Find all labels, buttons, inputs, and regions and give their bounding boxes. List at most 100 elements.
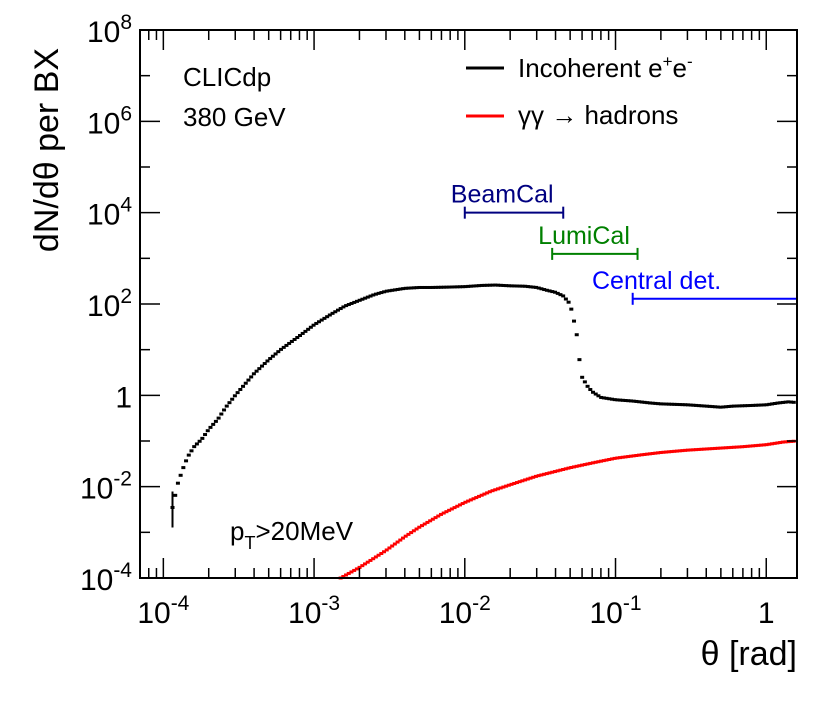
- x-tick-label-base: 1: [758, 597, 775, 630]
- data-point: [463, 500, 468, 504]
- data-point: [387, 546, 392, 550]
- data-point: [344, 304, 349, 308]
- x-tick-label: 1: [758, 597, 775, 630]
- data-point: [314, 321, 319, 325]
- data-point: [262, 362, 267, 366]
- data-point: [572, 319, 577, 323]
- data-point: [707, 404, 712, 408]
- data-point: [601, 396, 606, 400]
- data-point: [181, 466, 186, 470]
- pt-cut-rest: >20MeV: [255, 516, 353, 546]
- data-point: [512, 284, 517, 288]
- data-point: [696, 447, 701, 451]
- data-point: [534, 285, 539, 289]
- data-point: [430, 517, 435, 521]
- data-point: [192, 445, 197, 449]
- data-point: [224, 404, 229, 408]
- data-point: [186, 453, 191, 457]
- data-point: [363, 296, 368, 300]
- data-point: [561, 294, 566, 298]
- data-point: [745, 444, 750, 448]
- data-point: [360, 297, 365, 301]
- data-point: [175, 481, 180, 485]
- data-point: [580, 375, 585, 379]
- data-point: [425, 520, 430, 524]
- data-point: [390, 288, 395, 292]
- data-point: [569, 307, 574, 311]
- data-point: [506, 284, 511, 288]
- data-point: [642, 400, 647, 404]
- data-point: [330, 311, 335, 315]
- data-point: [230, 397, 235, 401]
- data-point: [721, 446, 726, 450]
- data-point: [748, 404, 753, 408]
- data-point: [433, 516, 438, 520]
- data-point: [750, 444, 755, 448]
- data-point: [249, 375, 254, 379]
- data-point: [623, 399, 628, 403]
- data-point: [555, 469, 560, 473]
- data-point: [300, 331, 305, 335]
- data-point: [756, 403, 761, 407]
- data-point: [409, 286, 414, 290]
- y-tick-label: 10-4: [80, 559, 132, 597]
- data-point: [444, 510, 449, 514]
- data-point: [436, 514, 441, 518]
- x-tick-label: 10-3: [288, 592, 340, 630]
- range-label: BeamCal: [451, 181, 554, 209]
- data-point: [420, 285, 425, 289]
- data-point: [490, 283, 495, 287]
- data-point: [232, 394, 237, 398]
- legend-incoherent-name: Incoherent e: [518, 53, 663, 83]
- data-point: [438, 512, 443, 516]
- data-point: [637, 453, 642, 457]
- data-point: [544, 288, 549, 292]
- data-point: [734, 445, 739, 449]
- data-point: [767, 402, 772, 406]
- data-point: [683, 448, 688, 452]
- range-label: LumiCal: [538, 222, 630, 250]
- y-tick-label-base: 10: [80, 473, 113, 506]
- data-point: [485, 491, 490, 495]
- data-point: [566, 466, 571, 470]
- data-point: [341, 305, 346, 309]
- data-point: [365, 295, 370, 299]
- data-point: [552, 470, 557, 474]
- data-point: [308, 325, 313, 329]
- data-point: [363, 562, 368, 566]
- data-point: [276, 350, 281, 354]
- data-point: [590, 461, 595, 465]
- data-point: [463, 285, 468, 289]
- data-point: [628, 454, 633, 458]
- data-point: [376, 291, 381, 295]
- data-point: [696, 404, 701, 408]
- data-point: [498, 486, 503, 490]
- data-point: [441, 285, 446, 289]
- data-point: [373, 555, 378, 559]
- data-point: [639, 453, 644, 457]
- x-tick-label-base: 10: [137, 597, 170, 630]
- data-point: [661, 450, 666, 454]
- data-point: [620, 455, 625, 459]
- data-point: [205, 429, 210, 433]
- x-tick-label: 10-2: [439, 592, 491, 630]
- data-point: [664, 450, 669, 454]
- data-point: [395, 540, 400, 544]
- data-point: [344, 573, 349, 577]
- data-point: [273, 352, 278, 356]
- data-point: [563, 467, 568, 471]
- data-point: [607, 397, 612, 401]
- data-point: [729, 445, 734, 449]
- data-point: [428, 285, 433, 289]
- data-point: [737, 404, 742, 408]
- data-point: [406, 532, 411, 536]
- data-point: [493, 488, 498, 492]
- data-point: [723, 405, 728, 409]
- data-point: [580, 463, 585, 467]
- data-point: [775, 401, 780, 405]
- data-point: [325, 315, 330, 319]
- data-point: [726, 405, 731, 409]
- data-point: [656, 402, 661, 406]
- data-point: [455, 285, 460, 289]
- data-point: [699, 404, 704, 408]
